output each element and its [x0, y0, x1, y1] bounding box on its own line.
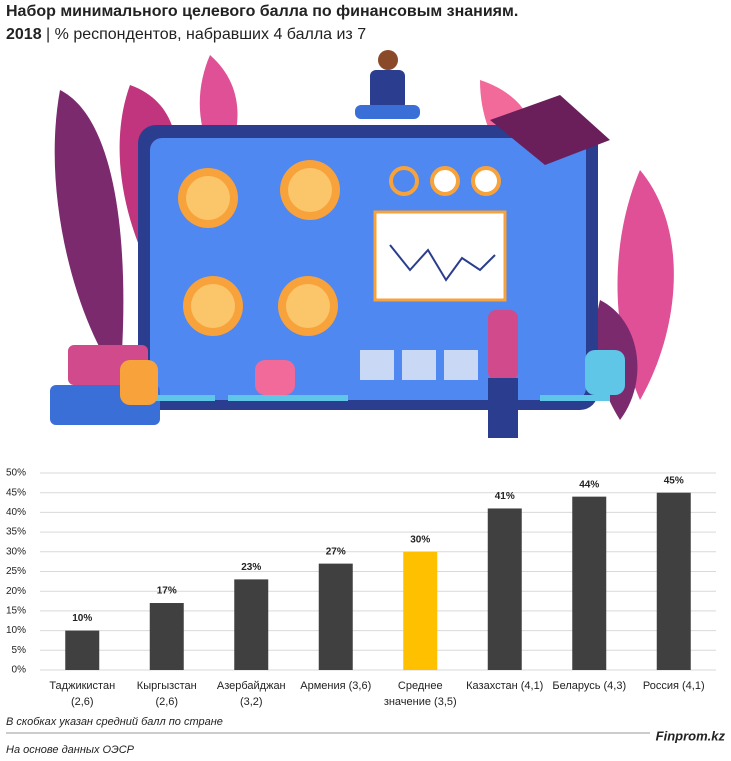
x-tick-label: Азербайджан	[217, 680, 286, 692]
y-tick-label: 30%	[6, 546, 26, 557]
x-tick-label: (2,6)	[155, 696, 178, 708]
person-legs	[355, 105, 420, 119]
ring	[389, 166, 419, 196]
source: На основе данных ОЭСР	[6, 744, 135, 756]
bar	[65, 630, 100, 670]
person	[255, 360, 295, 395]
bar	[572, 496, 607, 670]
data-label: 30%	[410, 534, 430, 545]
data-label: 10%	[72, 613, 92, 624]
ring	[430, 166, 460, 196]
x-tick-label: Россия (4,1)	[643, 680, 705, 692]
y-tick-label: 20%	[6, 586, 26, 597]
block	[444, 350, 478, 380]
ring	[471, 166, 501, 196]
subtitle-text: | % респондентов, набравших 4 балла из 7	[46, 26, 366, 43]
x-tick-label: Беларусь (4,3)	[552, 680, 626, 692]
cap	[490, 95, 610, 165]
subtitle-year: 2018	[6, 26, 42, 43]
person-head	[378, 50, 398, 70]
illustration	[50, 50, 674, 438]
block	[360, 350, 394, 380]
y-tick-label: 45%	[6, 487, 26, 498]
coin	[288, 168, 332, 212]
x-tick-label: Казахстан (4,1)	[466, 680, 543, 692]
person	[370, 70, 405, 110]
person	[120, 360, 158, 405]
person	[585, 350, 625, 395]
table	[228, 395, 348, 401]
person	[488, 310, 518, 380]
x-tick-label: Среднее	[398, 680, 443, 692]
table	[150, 395, 215, 401]
x-tick-label: Армения (3,6)	[300, 680, 371, 692]
y-tick-label: 0%	[12, 665, 27, 676]
bar	[234, 579, 269, 670]
data-label: 23%	[241, 562, 261, 573]
data-label: 41%	[495, 491, 515, 502]
data-label: 44%	[579, 479, 599, 490]
board	[373, 210, 507, 302]
chart-title: Набор минимального целевого балла по фин…	[6, 3, 518, 20]
chart-subtitle: 2018 | % респондентов, набравших 4 балла…	[6, 26, 366, 43]
bar	[487, 508, 522, 670]
data-label: 17%	[157, 586, 177, 597]
y-tick-label: 10%	[6, 625, 26, 636]
y-tick-label: 50%	[6, 468, 26, 479]
y-tick-label: 15%	[6, 606, 26, 617]
y-tick-label: 40%	[6, 507, 26, 518]
x-tick-label: значение (3,5)	[384, 696, 457, 708]
coin	[186, 176, 230, 220]
bar	[149, 603, 184, 670]
coin	[286, 284, 330, 328]
person-legs	[488, 378, 518, 438]
monitor-screen	[150, 138, 586, 400]
y-tick-label: 5%	[12, 645, 27, 656]
bar	[403, 551, 438, 670]
y-tick-label: 35%	[6, 527, 26, 538]
data-label: 27%	[326, 546, 346, 557]
data-label: 45%	[664, 475, 684, 486]
x-tick-label: (3,2)	[240, 696, 263, 708]
brand: Finprom.kz	[656, 728, 726, 743]
leaf	[54, 90, 124, 380]
x-tick-label: Таджикистан	[49, 680, 115, 692]
bar	[318, 563, 353, 670]
note: В скобках указан средний балл по стране	[6, 716, 223, 728]
bar	[656, 492, 691, 670]
coin	[191, 284, 235, 328]
table	[540, 395, 610, 401]
board-line	[389, 244, 496, 282]
x-tick-label: Кыргызстан	[137, 680, 197, 692]
block	[402, 350, 436, 380]
x-tick-label: (2,6)	[71, 696, 94, 708]
y-tick-label: 25%	[6, 566, 26, 577]
